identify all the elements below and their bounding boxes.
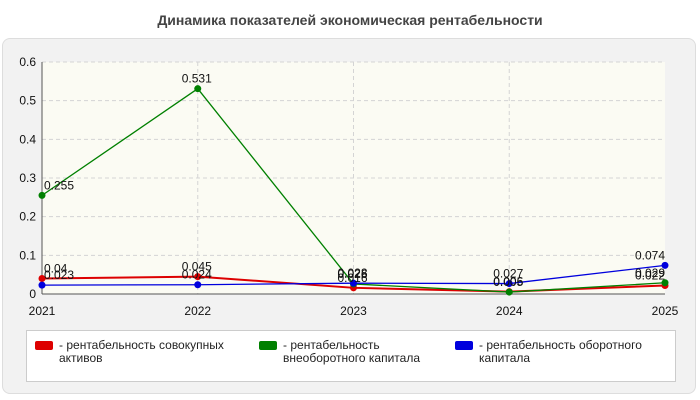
legend-label-fixed-capital: рентабельность внеоборотного капитала — [283, 339, 463, 365]
data-point-working-capital — [661, 261, 669, 269]
data-point-working-capital — [505, 280, 513, 288]
y-axis: 0 0.1 0.2 0.3 0.4 0.5 0.6 — [19, 55, 43, 301]
y-tick-label: 0.6 — [19, 55, 36, 69]
x-tick-label: 2025 — [652, 304, 679, 318]
y-tick-label: 0 — [29, 287, 36, 301]
data-point-fixed-capital — [505, 288, 513, 296]
chart-title: Динамика показателей экономическая рента… — [157, 12, 543, 28]
legend-label-working-capital: рентабельность оборотного капитала — [479, 339, 659, 365]
chart-legend: рентабельность совокупных активов рентаб… — [26, 330, 676, 382]
data-label-fixed-capital: 0.029 — [635, 266, 665, 280]
x-tick-label: 2022 — [184, 304, 211, 318]
y-tick-label: 0.1 — [19, 248, 36, 262]
data-label-fixed-capital: 0.005 — [493, 275, 523, 289]
data-point-working-capital — [38, 281, 46, 289]
data-point-assets — [194, 273, 202, 281]
series-layer — [38, 85, 669, 296]
data-label-fixed-capital: 0.255 — [44, 178, 74, 192]
data-label-fixed-capital: 0.531 — [182, 72, 212, 86]
x-tick-label: 2024 — [496, 304, 523, 318]
data-label-assets: 0.016 — [338, 271, 368, 285]
y-tick-label: 0.5 — [19, 94, 36, 108]
data-label-fixed-capital: 0.026 — [338, 267, 368, 281]
legend-swatch-working-capital — [455, 341, 473, 350]
y-tick-label: 0.3 — [19, 171, 36, 185]
data-label-working-capital: 0.074 — [635, 248, 665, 262]
data-label-assets: 0.022 — [635, 268, 665, 282]
data-label-working-capital: 0.028 — [338, 266, 368, 280]
data-point-fixed-capital — [38, 191, 46, 199]
data-point-fixed-capital — [194, 85, 202, 93]
legend-swatch-fixed-capital — [259, 341, 277, 350]
legend-label-assets: рентабельность совокупных активов — [59, 339, 239, 365]
legend-swatch-assets — [35, 341, 53, 350]
data-label-working-capital: 0.024 — [182, 268, 212, 282]
x-tick-label: 2023 — [340, 304, 367, 318]
data-point-working-capital — [194, 281, 202, 289]
plot-area — [42, 61, 665, 294]
data-label-working-capital: 0.023 — [44, 268, 74, 282]
data-point-assets — [38, 275, 46, 283]
data-label-assets: 0.006 — [493, 275, 523, 289]
x-axis: 2021 2022 2023 2024 2025 — [29, 293, 679, 318]
data-point-fixed-capital — [661, 279, 669, 287]
y-tick-label: 0.2 — [19, 210, 36, 224]
y-tick-label: 0.4 — [19, 132, 36, 146]
x-tick-label: 2021 — [29, 304, 56, 318]
data-label-assets: 0.045 — [182, 260, 212, 274]
data-point-working-capital — [350, 279, 357, 287]
data-label-working-capital: 0.027 — [493, 267, 523, 281]
data-label-assets: 0.04 — [44, 262, 68, 276]
